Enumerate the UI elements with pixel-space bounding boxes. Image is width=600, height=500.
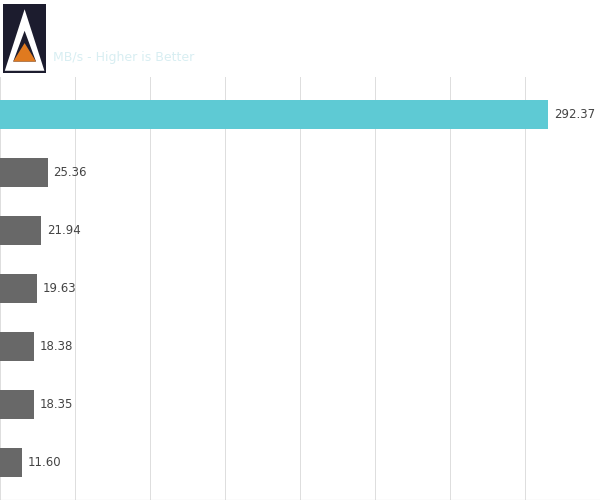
Bar [0,216,41,245]
Text: 18.38: 18.38 [40,340,73,353]
Text: Storage Performance - 256KB Sequential Writes: Storage Performance - 256KB Sequential W… [53,14,600,34]
Bar [0,274,37,303]
Text: 18.35: 18.35 [40,398,73,411]
Polygon shape [5,9,44,71]
FancyBboxPatch shape [3,4,46,73]
Bar [0,390,34,419]
Bar [0,448,22,477]
Text: 11.60: 11.60 [28,456,61,469]
Polygon shape [13,43,36,62]
Bar [0,332,34,361]
Polygon shape [13,31,36,62]
Text: 21.94: 21.94 [47,224,80,237]
Text: 19.63: 19.63 [43,282,76,295]
Bar [0,100,548,129]
Bar [0,158,47,187]
Text: MB/s - Higher is Better: MB/s - Higher is Better [53,51,194,64]
Text: 25.36: 25.36 [53,166,86,179]
Text: 292.37: 292.37 [554,108,595,121]
